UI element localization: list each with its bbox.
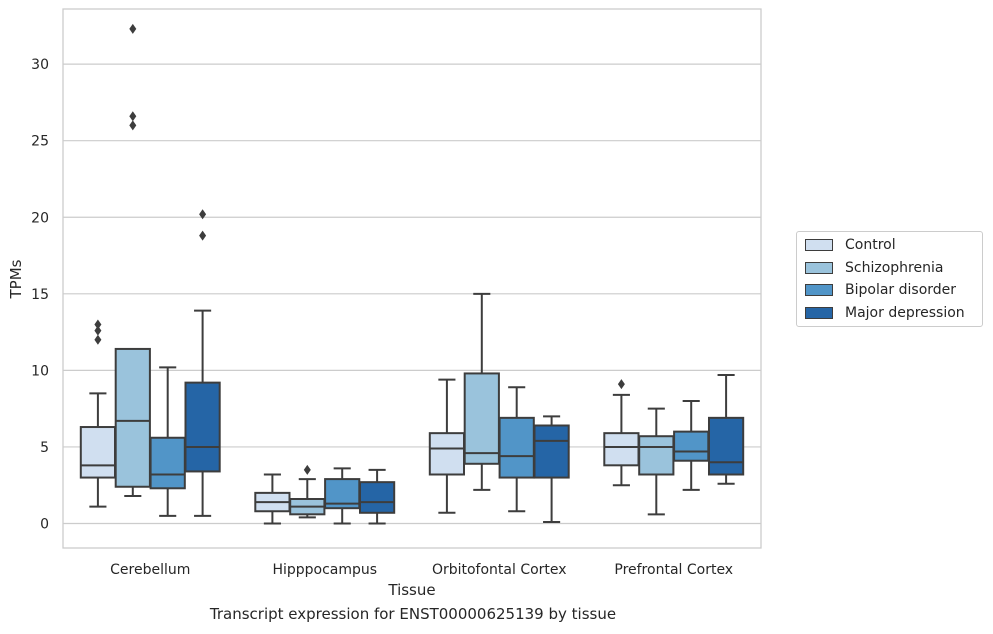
box-schizophrenia-cerebellum	[114, 23, 151, 497]
outlier-point	[303, 464, 311, 475]
iqr-box	[673, 430, 710, 462]
box-major-depression-hipppocampus	[358, 468, 396, 525]
iqr-box	[707, 416, 745, 476]
outlier-point	[94, 334, 102, 345]
legend-swatch-bipolar-disorder	[805, 284, 833, 296]
box-schizophrenia-hipppocampus	[289, 464, 326, 519]
legend-swatch-schizophrenia	[805, 262, 833, 274]
legend-item-schizophrenia: Schizophrenia	[805, 258, 943, 278]
box-control-orbitofontal-cortex	[428, 378, 466, 514]
iqr-box	[114, 347, 151, 488]
legend-item-control: Control	[805, 235, 896, 255]
box-major-depression-cerebellum	[184, 209, 221, 517]
box-bipolar-disorder-prefrontal-cortex	[673, 400, 710, 491]
plot-frame	[62, 8, 762, 549]
legend: Control Schizophrenia Bipolar disorder M…	[796, 231, 983, 327]
legend-item-bipolar-disorder: Bipolar disorder	[805, 280, 956, 300]
x-tick-label: Cerebellum	[110, 562, 190, 578]
x-axis-label: Tissue	[387, 581, 435, 599]
legend-swatch-major-depression	[805, 307, 833, 319]
iqr-box	[428, 432, 466, 476]
outlier-point	[129, 120, 137, 131]
box-bipolar-disorder-cerebellum	[149, 366, 186, 517]
iqr-box	[498, 416, 535, 479]
iqr-box	[603, 432, 640, 467]
outlier-point	[199, 209, 207, 220]
outlier-point	[199, 230, 207, 241]
chart-caption: Transcript expression for ENST0000062513…	[209, 605, 617, 623]
box-layer	[79, 23, 745, 525]
iqr-box	[358, 481, 396, 514]
iqr-box	[149, 436, 186, 490]
outlier-point	[94, 319, 102, 330]
legend-label-schizophrenia: Schizophrenia	[845, 260, 944, 276]
y-tick-label: 0	[40, 517, 49, 533]
legend-label-bipolar-disorder: Bipolar disorder	[845, 282, 957, 298]
outlier-point	[94, 325, 102, 336]
iqr-box	[79, 426, 117, 479]
y-tick-label: 30	[31, 57, 49, 73]
iqr-box	[533, 424, 570, 479]
outlier-point	[129, 111, 137, 122]
legend-label-major-depression: Major depression	[845, 305, 965, 321]
box-schizophrenia-orbitofontal-cortex	[463, 292, 500, 491]
box-control-cerebellum	[79, 319, 117, 508]
box-bipolar-disorder-orbitofontal-cortex	[498, 386, 535, 513]
iqr-box	[184, 381, 221, 473]
box-control-hipppocampus	[254, 473, 291, 525]
y-tick-label: 10	[31, 363, 49, 379]
outlier-point	[617, 379, 625, 390]
y-tick-label: 25	[31, 134, 49, 150]
legend-item-major-depression: Major depression	[805, 303, 965, 323]
tick-labels: 0 5 10 15 20 25 30 Cerebellum Hipppocampus Orbito…	[31, 57, 733, 578]
iqr-box	[463, 372, 500, 465]
outlier-point	[129, 23, 137, 34]
box-major-depression-orbitofontal-cortex	[533, 415, 570, 523]
y-tick-label: 5	[40, 440, 49, 456]
x-tick-label: Prefrontal Cortex	[614, 562, 733, 578]
legend-label-control: Control	[845, 237, 896, 253]
box-major-depression-prefrontal-cortex	[707, 373, 745, 485]
box-schizophrenia-prefrontal-cortex	[638, 407, 675, 516]
box-bipolar-disorder-hipppocampus	[324, 467, 361, 525]
x-tick-label: Orbitofontal Cortex	[432, 562, 567, 578]
box-control-prefrontal-cortex	[603, 379, 640, 487]
legend-swatch-control	[805, 239, 833, 251]
y-tick-label: 15	[31, 287, 49, 303]
x-tick-label: Hipppocampus	[272, 562, 377, 578]
y-axis-label: TPMs	[7, 259, 25, 299]
iqr-box	[638, 435, 675, 476]
y-tick-label: 20	[31, 210, 49, 226]
